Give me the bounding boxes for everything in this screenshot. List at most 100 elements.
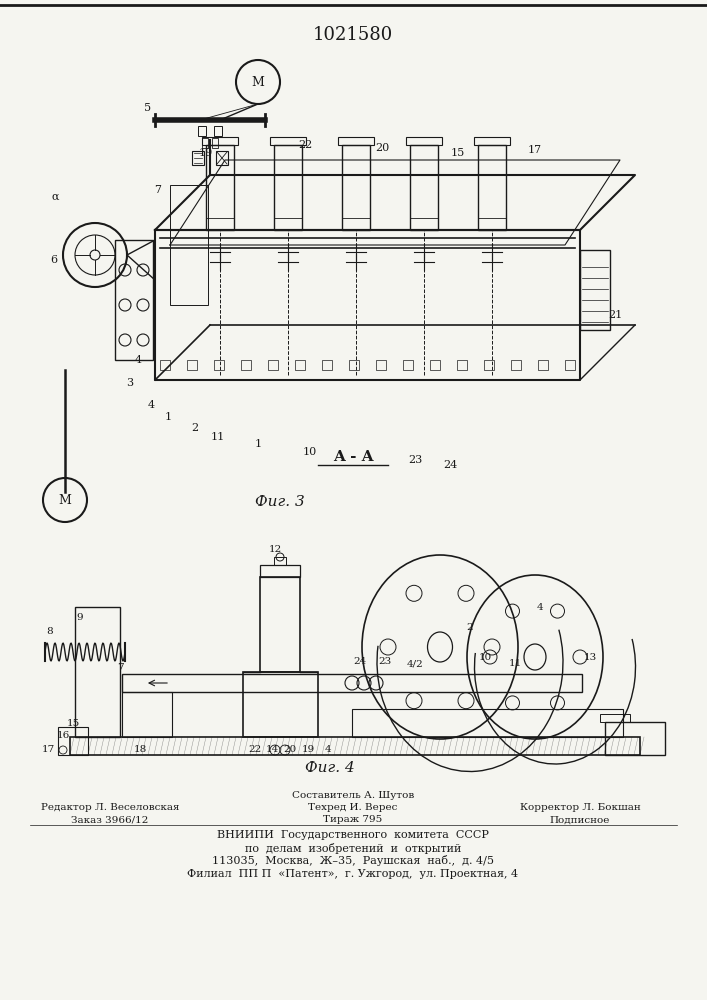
Bar — [268, 360, 278, 370]
Bar — [338, 137, 374, 145]
Text: 23: 23 — [408, 455, 422, 465]
Bar — [75, 607, 120, 737]
Bar — [484, 360, 494, 370]
Text: 3: 3 — [127, 378, 134, 388]
Text: 2: 2 — [467, 622, 473, 632]
Bar — [349, 360, 359, 370]
Text: 1: 1 — [165, 412, 172, 422]
Text: 18: 18 — [134, 746, 146, 754]
Text: Корректор Л. Бокшан: Корректор Л. Бокшан — [520, 804, 641, 812]
Bar — [260, 577, 300, 672]
Text: 22: 22 — [248, 746, 262, 754]
Bar — [430, 360, 440, 370]
Text: 24: 24 — [354, 658, 367, 666]
Bar — [538, 360, 548, 370]
Bar — [198, 126, 206, 136]
Text: 4: 4 — [325, 746, 332, 754]
Text: 10: 10 — [479, 652, 491, 662]
Text: 4: 4 — [537, 602, 543, 611]
Bar — [600, 714, 630, 722]
Bar — [580, 250, 610, 330]
Bar — [206, 145, 234, 230]
Bar — [406, 137, 442, 145]
Bar — [295, 360, 305, 370]
Text: 9: 9 — [76, 612, 83, 621]
Bar — [212, 138, 218, 148]
Text: 17: 17 — [528, 145, 542, 155]
Text: 19: 19 — [199, 148, 213, 158]
Text: Заказ 3966/12: Заказ 3966/12 — [71, 816, 148, 824]
Text: 5: 5 — [144, 103, 151, 113]
Text: ВНИИПИ  Государственного  комитета  СССР: ВНИИПИ Государственного комитета СССР — [217, 830, 489, 840]
Bar — [202, 137, 238, 145]
Text: 6: 6 — [50, 255, 57, 265]
Bar — [274, 145, 302, 230]
Text: Тираж 795: Тираж 795 — [323, 816, 382, 824]
Text: Редактор Л. Веселовская: Редактор Л. Веселовская — [41, 804, 180, 812]
Bar — [457, 360, 467, 370]
Bar — [160, 360, 170, 370]
Bar — [478, 145, 506, 230]
Text: 4/2: 4/2 — [407, 660, 423, 668]
Bar — [214, 360, 224, 370]
Text: Составитель А. Шутов: Составитель А. Шутов — [292, 790, 414, 800]
Bar — [70, 737, 640, 755]
Bar — [342, 145, 370, 230]
Text: 7: 7 — [155, 185, 161, 195]
Bar — [214, 126, 222, 136]
Text: 2: 2 — [192, 423, 199, 433]
Text: α: α — [51, 192, 59, 202]
Bar — [216, 151, 228, 165]
Text: 7: 7 — [117, 662, 123, 672]
Bar — [565, 360, 575, 370]
Bar — [202, 138, 208, 148]
Text: 10: 10 — [303, 447, 317, 457]
Bar — [274, 557, 286, 565]
Bar — [122, 674, 582, 692]
Text: Техред И. Верес: Техред И. Верес — [308, 804, 397, 812]
Text: 16: 16 — [57, 730, 69, 740]
Text: 12: 12 — [269, 544, 281, 554]
Text: Фиг. 3: Фиг. 3 — [255, 495, 305, 509]
Text: 24: 24 — [443, 460, 457, 470]
Bar — [115, 240, 153, 360]
Text: Подписное: Подписное — [550, 816, 610, 824]
Bar — [243, 672, 318, 737]
Text: Филиал  ПП П  «Патент»,  г. Ужгород,  ул. Проектная, 4: Филиал ПП П «Патент», г. Ужгород, ул. Пр… — [187, 869, 518, 879]
Text: 15: 15 — [451, 148, 465, 158]
Bar — [322, 360, 332, 370]
Text: 1021580: 1021580 — [313, 26, 393, 44]
Bar — [187, 360, 197, 370]
Text: 22: 22 — [298, 140, 312, 150]
Text: 8: 8 — [47, 626, 53, 636]
Text: 4: 4 — [134, 355, 141, 365]
Text: 113035,  Москва,  Ж–35,  Раушская  наб.,  д. 4/5: 113035, Москва, Ж–35, Раушская наб., д. … — [212, 856, 494, 866]
Bar — [511, 360, 521, 370]
Text: 4: 4 — [148, 400, 155, 410]
Text: 20: 20 — [284, 746, 297, 754]
Text: 1: 1 — [255, 439, 262, 449]
Text: Фиг. 4: Фиг. 4 — [305, 761, 355, 775]
Text: 17: 17 — [42, 746, 54, 754]
Text: 21: 21 — [608, 310, 622, 320]
Text: М: М — [59, 493, 71, 506]
Bar — [122, 692, 172, 737]
Text: 20: 20 — [375, 143, 389, 153]
Bar — [192, 151, 204, 165]
Text: 15: 15 — [66, 718, 80, 728]
Bar — [376, 360, 386, 370]
Bar — [403, 360, 413, 370]
Bar — [241, 360, 251, 370]
Bar — [352, 709, 623, 737]
Bar — [58, 727, 88, 755]
Text: A - A: A - A — [333, 450, 373, 464]
Text: 19: 19 — [301, 746, 315, 754]
Bar — [260, 565, 300, 577]
Text: 14: 14 — [265, 746, 279, 754]
Text: по  делам  изобретений  и  открытий: по делам изобретений и открытий — [245, 842, 461, 854]
Text: 13: 13 — [583, 652, 597, 662]
Bar — [410, 145, 438, 230]
Text: 11: 11 — [211, 432, 225, 442]
Text: 23: 23 — [378, 658, 392, 666]
Text: М: М — [252, 76, 264, 89]
